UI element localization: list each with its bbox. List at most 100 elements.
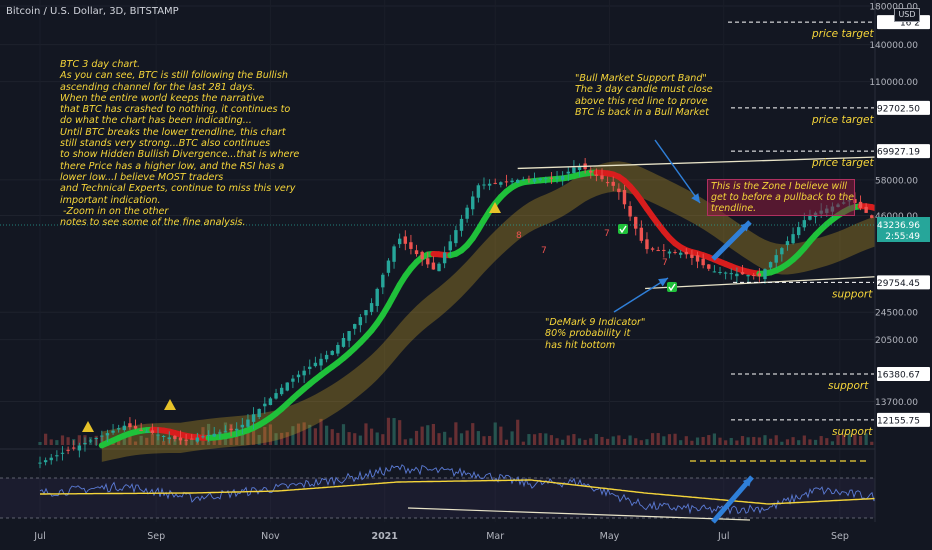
- volume-bar: [235, 433, 239, 445]
- candle-body: [802, 220, 807, 228]
- candle-body: [212, 433, 216, 437]
- candle-body: [538, 178, 542, 181]
- candle-body: [712, 271, 717, 273]
- price-label-text: 16 2: [900, 19, 920, 29]
- candle-body: [218, 432, 222, 434]
- volume-bar: [38, 441, 42, 445]
- check-mark: [668, 283, 676, 292]
- level-label: price target: [811, 157, 874, 169]
- volume-bar: [471, 423, 475, 445]
- demark-marker: 7: [662, 258, 668, 268]
- candle-body: [499, 182, 503, 185]
- candle-body: [88, 440, 93, 442]
- check-icon: [618, 224, 628, 234]
- candle-body: [386, 260, 391, 273]
- candle-body: [549, 177, 554, 179]
- volume-bar: [313, 428, 317, 445]
- volume-bar: [791, 437, 795, 445]
- volume-bar: [381, 434, 385, 445]
- candle-body: [381, 274, 385, 288]
- volume-bar: [369, 428, 374, 445]
- candle-body: [397, 238, 402, 245]
- volume-bar: [785, 439, 790, 445]
- volume-bar: [549, 435, 554, 445]
- candle-body: [459, 218, 464, 231]
- candle-body: [156, 434, 160, 436]
- candle-body: [324, 354, 329, 360]
- volume-bar: [858, 435, 863, 445]
- demark-marker: 8: [516, 231, 522, 241]
- volume-bar: [735, 440, 739, 445]
- volume-bar: [353, 433, 357, 445]
- volume-bar: [145, 437, 149, 445]
- y-tick-label: 24500.00: [875, 309, 918, 319]
- volume-bar: [707, 435, 711, 445]
- candle-body: [476, 185, 481, 198]
- candle-body: [426, 258, 430, 265]
- volume-bar: [122, 435, 126, 445]
- current-price-box: [877, 217, 930, 243]
- volume-bar: [769, 438, 773, 445]
- candle-body: [572, 167, 576, 174]
- candle-body: [808, 214, 812, 220]
- volume-bar: [729, 437, 733, 445]
- candle-body: [43, 460, 48, 463]
- candle-body: [246, 419, 250, 427]
- y-tick-label: 13700.00: [875, 398, 918, 408]
- volume-bar: [330, 429, 334, 445]
- volume-bar: [150, 433, 154, 445]
- volume-bar: [825, 438, 829, 445]
- level-label: support: [832, 426, 873, 438]
- candle-body: [454, 230, 458, 244]
- candle-body: [150, 430, 155, 434]
- currency-badge[interactable]: USD: [894, 8, 920, 22]
- candle-body: [667, 251, 672, 254]
- volume-bar: [667, 434, 672, 445]
- volume-bar: [49, 439, 53, 445]
- candle-body: [650, 248, 655, 250]
- volume-bar: [251, 423, 256, 445]
- trendline-upper: [517, 154, 932, 170]
- volume-bar: [454, 422, 458, 445]
- candle-body: [791, 234, 795, 244]
- volume-bar: [510, 431, 514, 445]
- bull-band-arrow: [654, 139, 701, 204]
- demark-arrow: [613, 277, 669, 313]
- candle-body: [437, 263, 441, 272]
- bull-band-note: "Bull Market Support Band" The 3 day can…: [575, 73, 713, 118]
- candle-body: [409, 242, 413, 249]
- levels: price target price target price target supp…: [728, 21, 874, 438]
- candle-body: [229, 428, 233, 431]
- volume-bar: [392, 418, 396, 445]
- volume-bar: [813, 439, 818, 445]
- candle-body: [201, 436, 205, 438]
- volume-bar: [268, 424, 273, 445]
- volume-bar: [695, 437, 700, 445]
- volume-bar: [403, 439, 407, 445]
- candle-body: [639, 227, 644, 241]
- current-price-label: 43236.96: [877, 221, 920, 231]
- candle-body: [369, 303, 374, 312]
- volume-bar: [133, 441, 138, 445]
- rsi-divergence-line: [407, 507, 751, 521]
- candle-body: [600, 175, 604, 180]
- candle-body: [465, 207, 469, 219]
- volume-bar: [718, 437, 722, 445]
- main-analysis-note: BTC 3 day chart. As you can see, BTC is …: [60, 59, 300, 229]
- volume-bar: [847, 433, 851, 445]
- candle-body: [729, 273, 733, 275]
- volume-bar: [375, 432, 379, 445]
- demark-marker: 7: [541, 246, 547, 256]
- volume-bar: [662, 436, 666, 445]
- check-mark: [619, 225, 627, 234]
- price-label-text: 16380.67: [877, 371, 920, 381]
- demark-note: "DeMark 9 Indicator" 80% probability it …: [545, 317, 646, 351]
- volume-bar: [60, 435, 65, 445]
- candle-body: [330, 350, 334, 355]
- volume-bar: [443, 431, 447, 445]
- candle-body: [622, 190, 627, 205]
- rsi-arrow: [711, 475, 754, 524]
- candle-body: [527, 178, 531, 180]
- candle-body: [617, 188, 621, 193]
